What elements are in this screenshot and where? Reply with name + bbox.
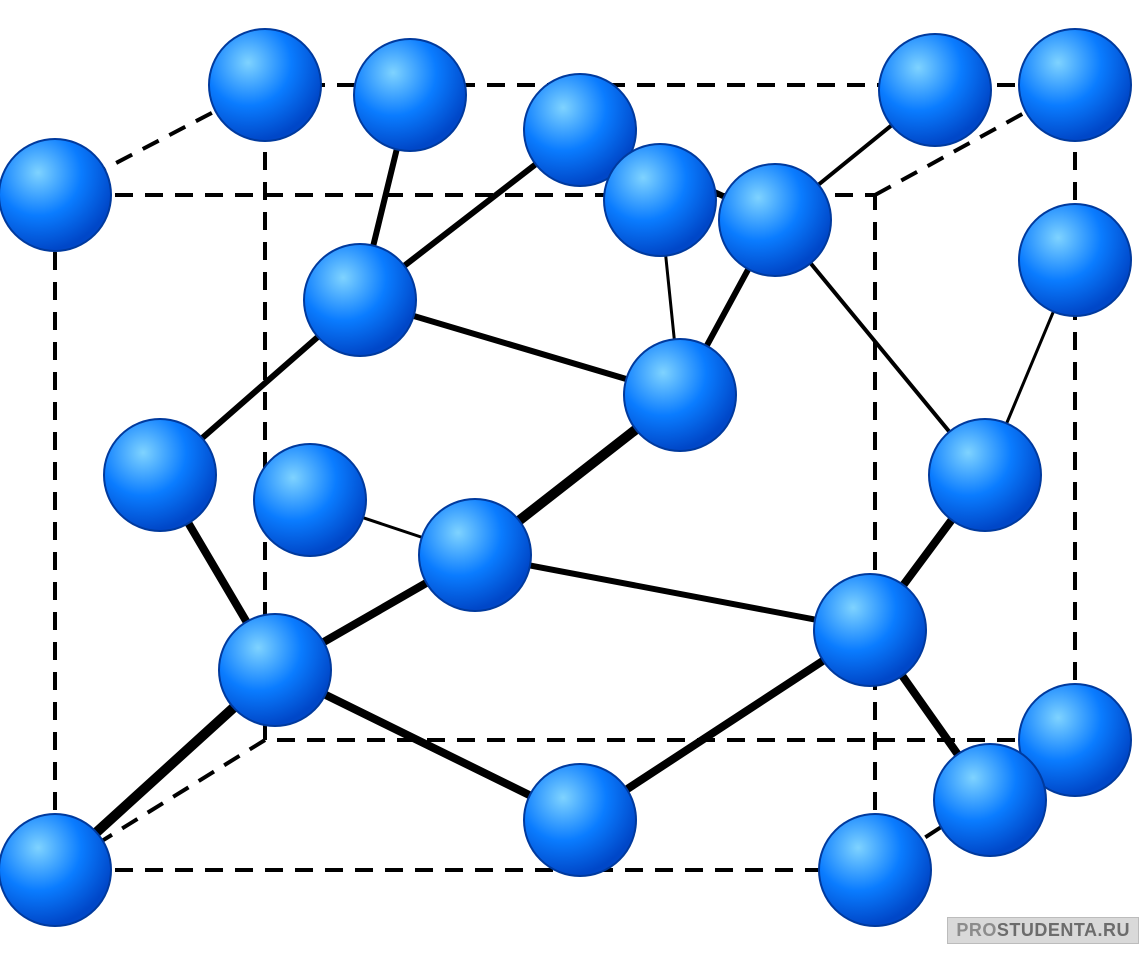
atom-sphere: [819, 814, 931, 926]
atom-sphere: [879, 34, 991, 146]
atom-sphere: [1019, 29, 1131, 141]
bond: [475, 555, 870, 630]
atom-sphere: [0, 139, 111, 251]
watermark-prefix: PRO: [956, 920, 997, 940]
atom-sphere: [209, 29, 321, 141]
atom-sphere: [304, 244, 416, 356]
atom-sphere: [104, 419, 216, 531]
atoms: [0, 29, 1131, 926]
atom-sphere: [524, 764, 636, 876]
atom-sphere: [929, 419, 1041, 531]
atom-sphere: [624, 339, 736, 451]
atom-sphere: [0, 814, 111, 926]
atom-sphere: [814, 574, 926, 686]
atom-sphere: [934, 744, 1046, 856]
atom-sphere: [1019, 204, 1131, 316]
atom-sphere: [354, 39, 466, 151]
atom-sphere: [419, 499, 531, 611]
atom-sphere: [254, 444, 366, 556]
atom-sphere: [219, 614, 331, 726]
watermark: PROSTUDENTA.RU: [947, 917, 1139, 944]
crystal-lattice-diagram: [0, 0, 1147, 954]
atom-sphere: [604, 144, 716, 256]
atom-sphere: [719, 164, 831, 276]
watermark-suffix: STUDENTA.RU: [997, 920, 1130, 940]
